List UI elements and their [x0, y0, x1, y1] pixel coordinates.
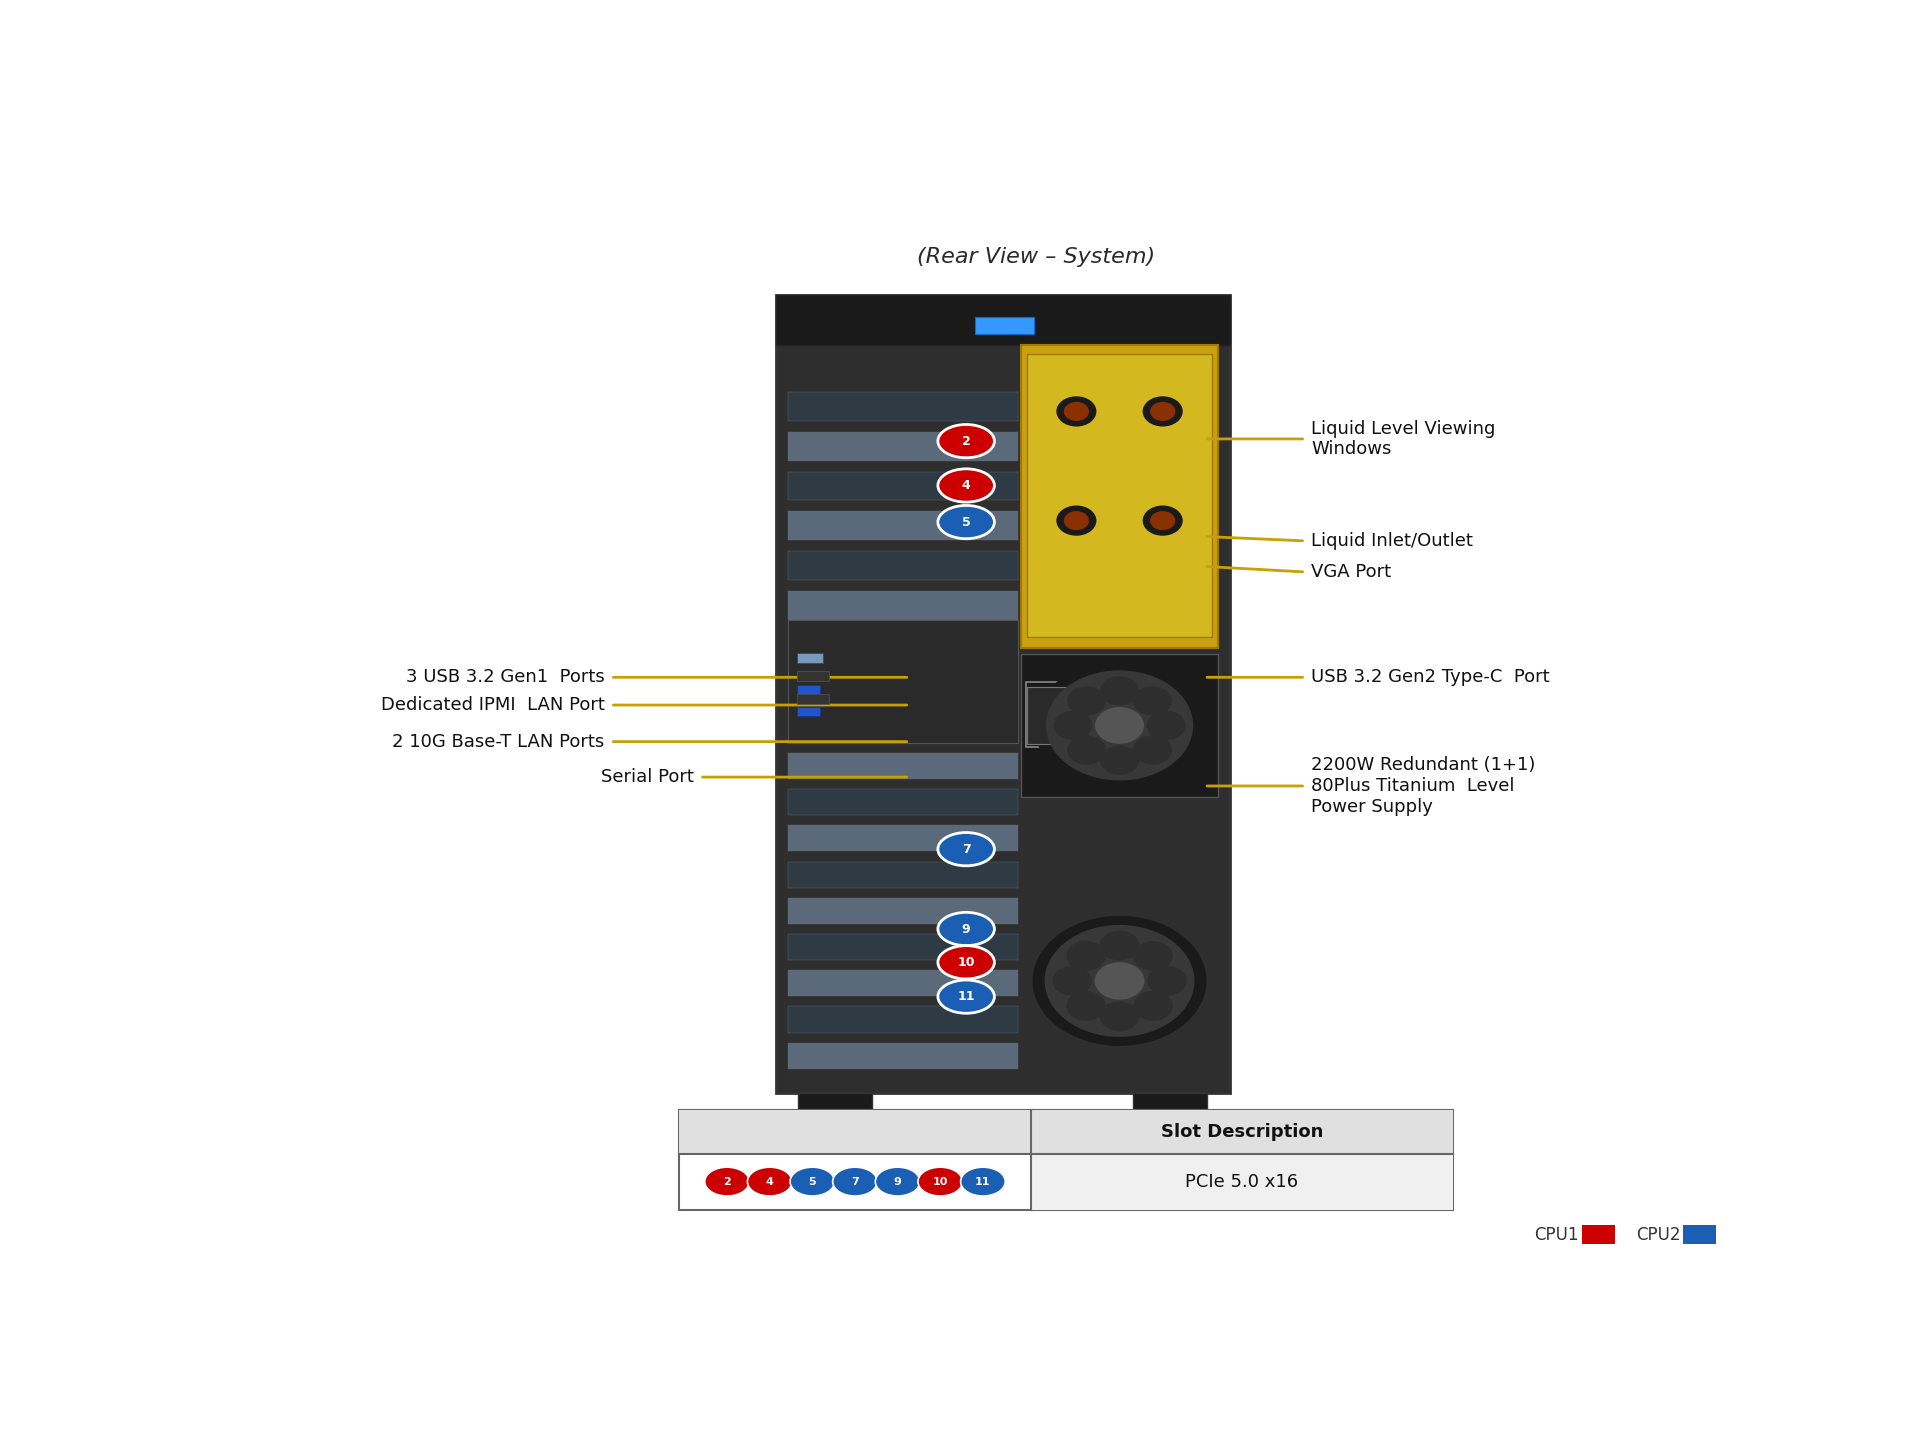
Circle shape	[1142, 397, 1183, 426]
Text: Slot Description: Slot Description	[1162, 1123, 1323, 1140]
Text: 9: 9	[962, 923, 970, 936]
Text: 10: 10	[958, 956, 975, 969]
Bar	[787, 472, 1018, 500]
Bar	[680, 1110, 1453, 1210]
Bar	[1027, 687, 1125, 744]
Ellipse shape	[960, 1168, 1006, 1197]
Bar	[787, 511, 1018, 540]
Ellipse shape	[705, 1168, 749, 1197]
Bar	[787, 552, 1018, 580]
Circle shape	[1135, 687, 1171, 714]
Circle shape	[1148, 966, 1187, 995]
Circle shape	[1035, 662, 1204, 789]
Bar	[787, 619, 1018, 743]
Bar	[787, 897, 1018, 924]
Circle shape	[1058, 397, 1096, 426]
Ellipse shape	[937, 913, 995, 946]
Bar	[787, 935, 1018, 960]
Bar	[787, 432, 1018, 461]
Bar	[776, 295, 1229, 1093]
Circle shape	[1150, 403, 1175, 420]
Text: USB 3.2 Gen2 Type-C  Port: USB 3.2 Gen2 Type-C Port	[1311, 668, 1549, 687]
Bar	[1025, 683, 1135, 747]
Circle shape	[1064, 511, 1089, 530]
Text: 3 USB 3.2 Gen1  Ports: 3 USB 3.2 Gen1 Ports	[405, 668, 605, 687]
Text: 7: 7	[851, 1176, 858, 1187]
Text: 9: 9	[893, 1176, 902, 1187]
Circle shape	[1058, 507, 1096, 536]
Ellipse shape	[937, 981, 995, 1014]
Bar	[787, 392, 1018, 420]
Text: VGA Port: VGA Port	[1311, 563, 1392, 580]
Bar	[787, 753, 1018, 779]
Text: 2: 2	[962, 435, 970, 448]
Bar	[1031, 1153, 1453, 1210]
Ellipse shape	[833, 1168, 877, 1197]
Text: 5: 5	[962, 516, 970, 528]
Text: 4: 4	[766, 1176, 774, 1187]
Bar	[797, 707, 820, 716]
Bar	[787, 1043, 1018, 1068]
Circle shape	[1100, 1002, 1139, 1031]
Circle shape	[1096, 963, 1144, 999]
Circle shape	[1148, 711, 1185, 739]
Ellipse shape	[876, 1168, 920, 1197]
Text: 11: 11	[975, 1176, 991, 1187]
Text: 11: 11	[958, 991, 975, 1004]
Bar	[787, 592, 1018, 619]
Bar	[1684, 1225, 1716, 1244]
Circle shape	[1068, 942, 1104, 971]
Bar	[787, 971, 1018, 996]
Circle shape	[1054, 711, 1092, 739]
Text: 2 10G Base-T LAN Ports: 2 10G Base-T LAN Ports	[392, 733, 605, 750]
Ellipse shape	[937, 425, 995, 458]
Ellipse shape	[918, 1168, 962, 1197]
Ellipse shape	[937, 505, 995, 539]
Bar	[680, 1110, 1031, 1153]
Circle shape	[1135, 942, 1171, 971]
Text: 4: 4	[962, 480, 970, 492]
Ellipse shape	[789, 1168, 835, 1197]
Bar	[797, 685, 820, 694]
Bar	[797, 652, 824, 662]
Circle shape	[1142, 507, 1183, 536]
Text: CPU1: CPU1	[1534, 1225, 1578, 1244]
Text: 10: 10	[933, 1176, 948, 1187]
Text: Dedicated IPMI  LAN Port: Dedicated IPMI LAN Port	[380, 696, 605, 714]
Bar	[975, 317, 1035, 334]
Circle shape	[1046, 671, 1192, 780]
Text: Liquid Level Viewing
Windows: Liquid Level Viewing Windows	[1311, 419, 1496, 458]
Ellipse shape	[747, 1168, 793, 1197]
Bar	[1021, 344, 1217, 648]
Circle shape	[1068, 687, 1106, 714]
Text: 5: 5	[808, 1176, 816, 1187]
Bar	[1031, 1110, 1453, 1153]
Bar	[797, 694, 829, 704]
Circle shape	[1100, 677, 1139, 704]
Bar	[1021, 654, 1217, 798]
Bar	[1133, 1093, 1208, 1117]
Circle shape	[1064, 403, 1089, 420]
Text: CPU2: CPU2	[1636, 1225, 1680, 1244]
Bar	[799, 1093, 872, 1117]
Text: 2200W Redundant (1+1)
80Plus Titanium  Level
Power Supply: 2200W Redundant (1+1) 80Plus Titanium Le…	[1311, 756, 1536, 816]
Bar	[776, 295, 1229, 344]
Circle shape	[1068, 992, 1104, 1020]
Bar	[787, 789, 1018, 815]
Bar	[787, 825, 1018, 851]
Text: Liquid Inlet/Outlet: Liquid Inlet/Outlet	[1311, 531, 1473, 550]
Circle shape	[1052, 966, 1091, 995]
Bar	[787, 861, 1018, 887]
Ellipse shape	[937, 832, 995, 865]
Text: 7: 7	[962, 842, 970, 855]
Bar	[797, 671, 829, 681]
Circle shape	[1135, 736, 1171, 765]
Bar	[1027, 354, 1212, 636]
Circle shape	[1150, 511, 1175, 530]
Text: PCIe 5.0 x16: PCIe 5.0 x16	[1185, 1172, 1298, 1191]
Circle shape	[1100, 746, 1139, 775]
Circle shape	[1135, 992, 1171, 1020]
Text: 2: 2	[724, 1176, 732, 1187]
Ellipse shape	[937, 469, 995, 503]
Bar	[1582, 1225, 1615, 1244]
